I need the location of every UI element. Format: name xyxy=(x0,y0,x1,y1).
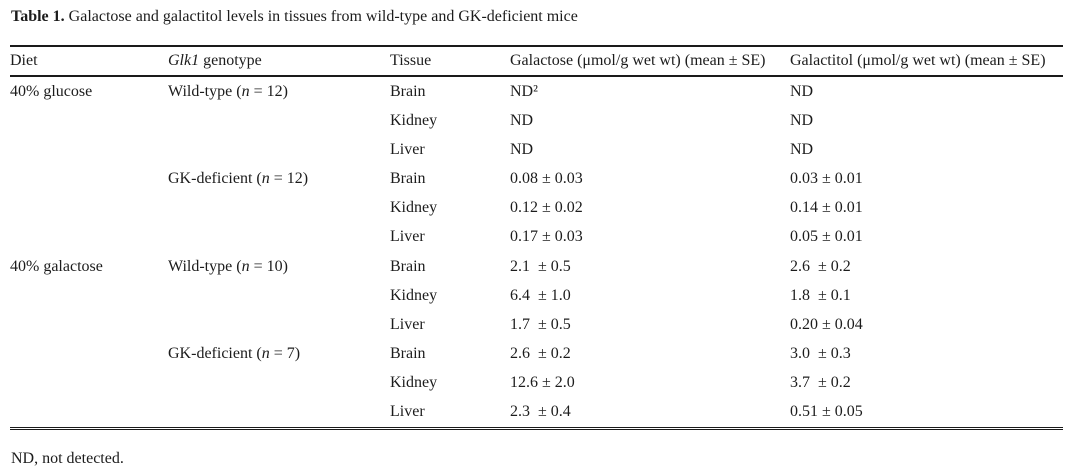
cell-galactose: 0.17 ± 0.03 xyxy=(510,228,583,246)
header-galactose: Galactose (μmol/g wet wt) (mean ± SE) xyxy=(510,52,766,69)
cell-diet: 40% galactose xyxy=(10,257,103,275)
table-top-rule xyxy=(10,45,1063,47)
cell-galactitol: ND xyxy=(790,111,814,129)
header-galactitol: Galactitol (μmol/g wet wt) (mean ± SE) xyxy=(790,52,1046,69)
table-row: Kidney 0.12 ± 0.02 0.14 ± 0.01 xyxy=(10,194,1063,223)
cell-galactose: 12.6 ± 2.0 xyxy=(510,374,575,392)
table-row: GK-deficient (n = 12) Brain 0.08 ± 0.03 … xyxy=(10,164,1063,193)
genotype-prefix: GK-deficient ( xyxy=(168,170,262,188)
cell-galactose: 1.7 ± 0.5 xyxy=(510,315,571,333)
table-row: Liver 2.3 ± 0.4 0.51 ± 0.05 xyxy=(10,398,1063,427)
cell-galactitol: ND xyxy=(790,82,814,100)
table-body: 40% glucose Wild-type (n = 12) Brain ND²… xyxy=(10,77,1063,427)
cell-galactose: 2.1 ± 0.5 xyxy=(510,257,571,275)
table-header-row: Diet Glk1 genotype Tissue Galactose (μmo… xyxy=(10,47,1063,75)
cell-galactitol: 0.14 ± 0.01 xyxy=(790,199,863,217)
cell-genotype: Wild-type (n = 10) xyxy=(168,258,390,276)
genotype-prefix: Wild-type ( xyxy=(168,257,242,275)
header-tissue: Tissue xyxy=(390,52,432,69)
cell-galactose: 0.08 ± 0.03 xyxy=(510,170,583,188)
cell-galactose: 6.4 ± 1.0 xyxy=(510,286,571,304)
cell-galactitol: 0.51 ± 0.05 xyxy=(790,403,863,421)
cell-galactitol: 1.8 ± 0.1 xyxy=(790,286,851,304)
table-caption-text: Galactose and galactitol levels in tissu… xyxy=(64,8,578,25)
table-row: Liver ND ND xyxy=(10,135,1063,164)
cell-genotype: Wild-type (n = 12) xyxy=(168,83,390,101)
cell-genotype: GK-deficient (n = 12) xyxy=(168,170,390,188)
cell-galactitol: 2.6 ± 0.2 xyxy=(790,257,851,275)
table-caption: Table 1. Galactose and galactitol levels… xyxy=(11,8,578,26)
cell-tissue: Kidney xyxy=(390,374,438,392)
header-genotype-rest: genotype xyxy=(199,52,262,69)
table-row: Kidney ND ND xyxy=(10,106,1063,135)
cell-galactose: 2.3 ± 0.4 xyxy=(510,403,571,421)
cell-tissue: Kidney xyxy=(390,286,438,304)
cell-galactitol: 0.20 ± 0.04 xyxy=(790,315,863,333)
header-genotype: Glk1 genotype xyxy=(168,52,390,70)
cell-diet: 40% glucose xyxy=(10,82,93,100)
genotype-n-italic: n xyxy=(241,257,250,275)
cell-galactitol: 3.7 ± 0.2 xyxy=(790,374,851,392)
table-row: Kidney 6.4 ± 1.0 1.8 ± 0.1 xyxy=(10,281,1063,310)
cell-galactose: ND² xyxy=(510,82,538,100)
genotype-n-italic: n xyxy=(241,82,250,100)
table-row: Kidney 12.6 ± 2.0 3.7 ± 0.2 xyxy=(10,369,1063,398)
cell-galactitol: 0.03 ± 0.01 xyxy=(790,170,863,188)
genotype-prefix: Wild-type ( xyxy=(168,82,242,100)
table-row: Liver 1.7 ± 0.5 0.20 ± 0.04 xyxy=(10,310,1063,339)
cell-tissue: Liver xyxy=(390,140,425,158)
cell-tissue: Brain xyxy=(390,170,426,188)
cell-galactitol: 0.05 ± 0.01 xyxy=(790,228,863,246)
genotype-n-italic: n xyxy=(261,344,270,362)
cell-galactose: 2.6 ± 0.2 xyxy=(510,344,571,362)
table-caption-label: Table 1. xyxy=(11,8,65,25)
table-row: Liver 0.17 ± 0.03 0.05 ± 0.01 xyxy=(10,223,1063,252)
table-bottom-rule xyxy=(10,426,1063,430)
cell-tissue: Brain xyxy=(390,257,426,275)
cell-galactose: ND xyxy=(510,111,534,129)
gene-name-italic: Glk1 xyxy=(168,52,200,69)
genotype-prefix: GK-deficient ( xyxy=(168,344,262,362)
cell-tissue: Brain xyxy=(390,82,426,100)
data-table: Diet Glk1 genotype Tissue Galactose (μmo… xyxy=(10,45,1063,430)
cell-tissue: Brain xyxy=(390,344,426,362)
cell-tissue: Liver xyxy=(390,315,425,333)
cell-tissue: Liver xyxy=(390,403,425,421)
cell-galactitol: 3.0 ± 0.3 xyxy=(790,344,851,362)
genotype-suffix: = 12) xyxy=(269,170,309,188)
table-footnote: ND, not detected. xyxy=(11,450,124,467)
cell-galactitol: ND xyxy=(790,140,814,158)
cell-tissue: Kidney xyxy=(390,111,438,129)
table-header-rule xyxy=(10,75,1063,77)
genotype-suffix: = 12) xyxy=(249,82,288,100)
cell-tissue: Liver xyxy=(390,228,425,246)
genotype-suffix: = 7) xyxy=(269,344,301,362)
header-diet: Diet xyxy=(10,52,38,69)
genotype-n-italic: n xyxy=(261,170,270,188)
table-row: 40% glucose Wild-type (n = 12) Brain ND²… xyxy=(10,77,1063,106)
genotype-suffix: = 10) xyxy=(249,257,288,275)
cell-galactose: 0.12 ± 0.02 xyxy=(510,199,583,217)
cell-genotype: GK-deficient (n = 7) xyxy=(168,345,390,363)
table-row: GK-deficient (n = 7) Brain 2.6 ± 0.2 3.0… xyxy=(10,339,1063,368)
cell-tissue: Kidney xyxy=(390,199,438,217)
cell-galactose: ND xyxy=(510,140,534,158)
table-row: 40% galactose Wild-type (n = 10) Brain 2… xyxy=(10,252,1063,281)
